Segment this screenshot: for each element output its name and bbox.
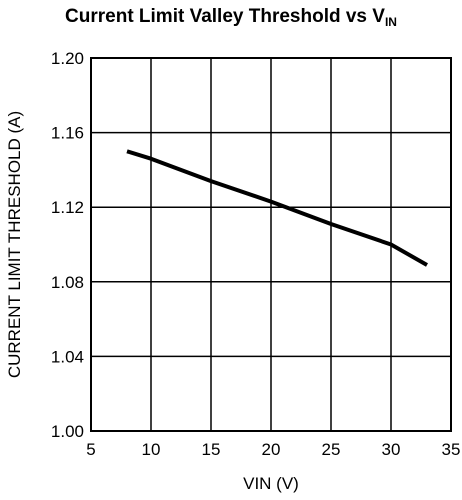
series-line bbox=[126, 149, 428, 267]
y-tick-label: 1.00 bbox=[51, 422, 84, 441]
chart-title: Current Limit Valley Threshold vs VIN bbox=[0, 6, 462, 29]
tick-labels: 5 10 15 20 25 30 35 1.00 1.04 1.08 1.12 1.16 1.20 bbox=[51, 49, 461, 459]
x-tick-label: 10 bbox=[142, 440, 161, 459]
x-tick-label: 15 bbox=[202, 440, 221, 459]
y-axis-label: CURRENT LIMIT THRESHOLD (A) bbox=[5, 111, 24, 378]
x-tick-label: 5 bbox=[86, 440, 95, 459]
chart-title-main: Current Limit Valley Threshold vs V bbox=[65, 6, 385, 27]
gridlines bbox=[90, 57, 452, 432]
y-tick-label: 1.12 bbox=[51, 198, 84, 217]
x-tick-label: 25 bbox=[322, 440, 341, 459]
y-tick-label: 1.20 bbox=[51, 49, 84, 68]
x-tick-label: 30 bbox=[382, 440, 401, 459]
y-tick-label: 1.04 bbox=[51, 347, 84, 366]
y-tick-label: 1.08 bbox=[51, 273, 84, 292]
chart-title-subscript: IN bbox=[384, 15, 397, 29]
x-tick-label: 35 bbox=[442, 440, 461, 459]
x-tick-label: 20 bbox=[262, 440, 281, 459]
x-axis-label: VIN (V) bbox=[243, 474, 299, 493]
y-tick-label: 1.16 bbox=[51, 124, 84, 143]
plot-frame bbox=[90, 57, 452, 432]
